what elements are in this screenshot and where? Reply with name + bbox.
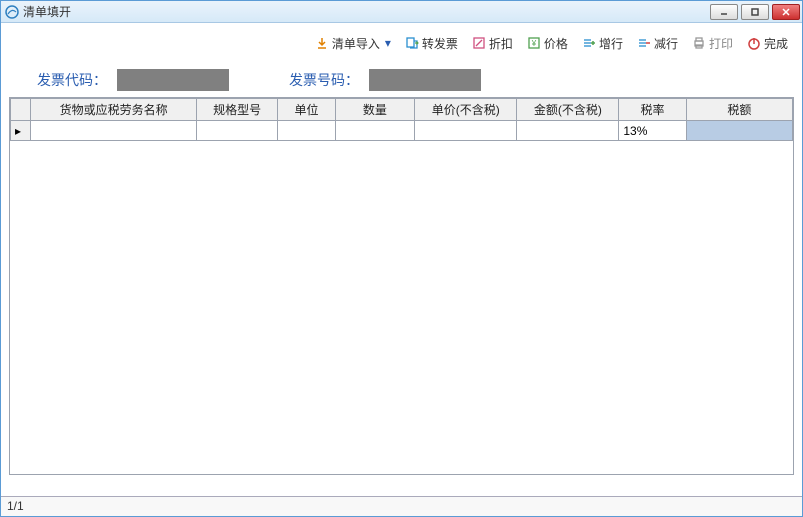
statusbar: 1/1 (1, 496, 802, 516)
grid-cell[interactable] (415, 121, 517, 141)
grid-table: 货物或应税劳务名称规格型号单位数量单价(不含税)金额(不含税)税率税额 ▸ 13% (10, 98, 793, 141)
invoice-number-label: 发票号码： (289, 70, 359, 90)
delrow-button[interactable]: 减行 (637, 35, 678, 52)
convert-icon (405, 36, 419, 50)
finish-button[interactable]: 完成 (747, 35, 788, 52)
discount-label: 折扣 (489, 35, 513, 52)
invoice-number-value (369, 69, 481, 91)
svg-text:¥: ¥ (531, 39, 537, 48)
data-grid[interactable]: 货物或应税劳务名称规格型号单位数量单价(不含税)金额(不含税)税率税额 ▸ 13% (9, 97, 794, 475)
window-title: 清单填开 (23, 3, 71, 20)
column-header[interactable]: 货物或应税劳务名称 (31, 99, 196, 121)
dropdown-icon[interactable]: ▾ (385, 36, 391, 50)
title-left: 清单填开 (5, 3, 71, 20)
print-button[interactable]: 打印 (692, 35, 733, 52)
grid-cell[interactable] (196, 121, 278, 141)
import-icon (315, 36, 329, 50)
minimize-button[interactable] (710, 4, 738, 20)
column-header[interactable]: 单价(不含税) (415, 99, 517, 121)
discount-icon (472, 36, 486, 50)
import-label: 清单导入 (332, 35, 380, 52)
row-selector-head[interactable] (11, 99, 31, 121)
print-label: 打印 (709, 35, 733, 52)
app-window: 清单填开 清单导入 ▾ 转发票 (0, 0, 803, 517)
addrow-icon (582, 36, 596, 50)
header-fields: 发票代码： 发票号码： (1, 63, 802, 97)
app-icon (5, 5, 19, 19)
addrow-label: 增行 (599, 35, 623, 52)
column-header[interactable]: 单位 (278, 99, 335, 121)
invoice-code-label: 发票代码： (37, 70, 107, 90)
finish-label: 完成 (764, 35, 788, 52)
grid-cell[interactable]: 13% (619, 121, 686, 141)
price-icon: ¥ (527, 36, 541, 50)
window-controls (710, 4, 800, 20)
print-icon (692, 36, 706, 50)
addrow-button[interactable]: 增行 (582, 35, 623, 52)
grid-cell[interactable] (335, 121, 415, 141)
column-header[interactable]: 数量 (335, 99, 415, 121)
close-button[interactable] (772, 4, 800, 20)
finish-icon (747, 36, 761, 50)
column-header[interactable]: 规格型号 (196, 99, 278, 121)
convert-label: 转发票 (422, 35, 458, 52)
titlebar: 清单填开 (1, 1, 802, 23)
delrow-label: 减行 (654, 35, 678, 52)
invoice-code-value (117, 69, 229, 91)
column-header[interactable]: 税额 (686, 99, 792, 121)
grid-cell[interactable] (31, 121, 196, 141)
price-button[interactable]: ¥ 价格 (527, 35, 568, 52)
table-row[interactable]: ▸ 13% (11, 121, 793, 141)
column-header[interactable]: 金额(不含税) (517, 99, 619, 121)
toolbar: 清单导入 ▾ 转发票 折扣 ¥ 价格 增行 (1, 23, 802, 63)
convert-button[interactable]: 转发票 (405, 35, 458, 52)
discount-button[interactable]: 折扣 (472, 35, 513, 52)
row-selector[interactable]: ▸ (11, 121, 31, 141)
import-button[interactable]: 清单导入 ▾ (315, 35, 391, 52)
delrow-icon (637, 36, 651, 50)
grid-cell[interactable] (278, 121, 335, 141)
grid-cell[interactable] (686, 121, 792, 141)
page-indicator: 1/1 (7, 499, 24, 513)
maximize-button[interactable] (741, 4, 769, 20)
grid-cell[interactable] (517, 121, 619, 141)
column-header[interactable]: 税率 (619, 99, 686, 121)
price-label: 价格 (544, 35, 568, 52)
